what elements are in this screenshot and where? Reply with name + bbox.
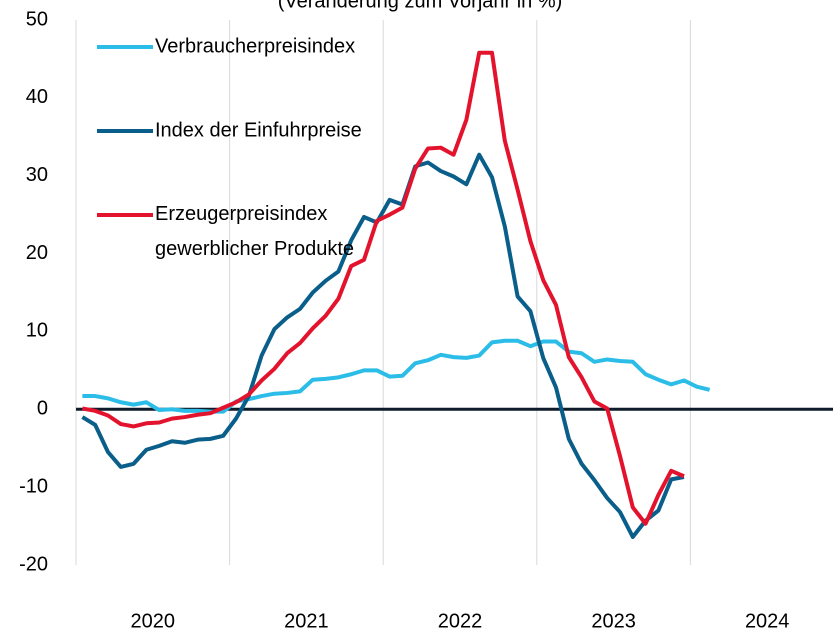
legend-label-line: Erzeugerpreisindex	[155, 203, 327, 225]
legend-label: Index der Einfuhrpreise	[155, 119, 362, 141]
y-tick-label: 20	[26, 242, 48, 264]
x-tick-label: 2023	[591, 610, 636, 632]
y-tick-label: 0	[37, 398, 48, 420]
legend-label-line: gewerblicher Produkte	[155, 238, 354, 260]
y-tick-label: 40	[26, 86, 48, 108]
legend-label: Verbraucherpreisindex	[155, 35, 355, 57]
y-tick-label: -10	[19, 475, 48, 497]
x-tick-label: 2020	[131, 610, 176, 632]
y-tick-label: 30	[26, 164, 48, 186]
x-tick-label: 2022	[438, 610, 483, 632]
legend-label: Erzeugerpreisindex gewerblicher Produkte	[155, 203, 354, 260]
y-tick-label: 50	[26, 8, 48, 30]
y-tick-label: -20	[19, 553, 48, 575]
series-line	[81, 152, 685, 539]
series-line	[82, 50, 685, 526]
chart-title: (Veränderung zum Vorjahr in %)	[278, 0, 563, 12]
x-tick-label: 2021	[284, 610, 329, 632]
y-tick-label: 10	[26, 320, 48, 342]
series-line	[82, 338, 711, 414]
x-tick-label: 2024	[745, 610, 790, 632]
